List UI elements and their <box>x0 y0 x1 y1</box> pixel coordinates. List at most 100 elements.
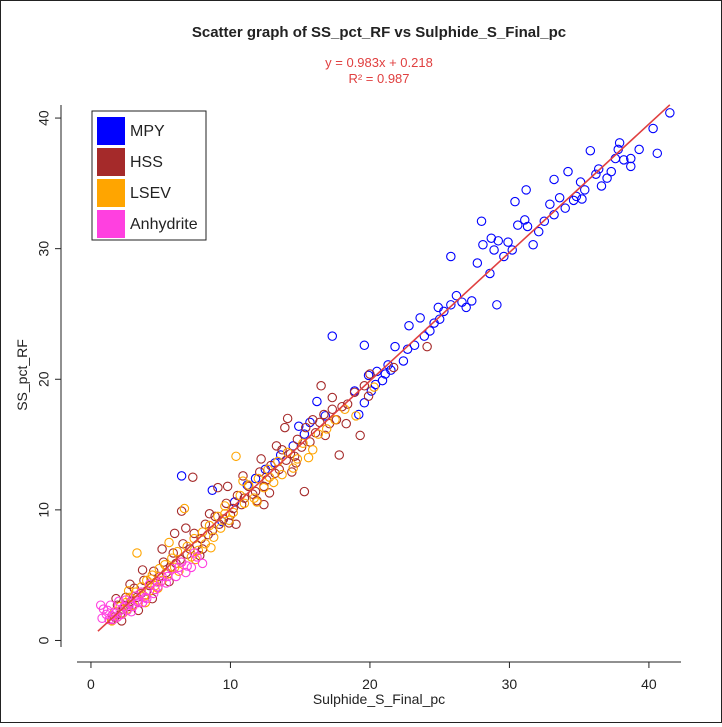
point-mpy <box>522 221 533 232</box>
point-mpy <box>614 138 625 148</box>
point-mpy <box>398 356 409 366</box>
point-mpy <box>634 144 644 155</box>
point-anhydrite <box>132 596 142 607</box>
point-lsev <box>215 523 226 533</box>
point-mpy <box>294 421 304 432</box>
point-hss <box>231 519 241 529</box>
axes <box>60 105 681 663</box>
point-lsev <box>288 463 298 473</box>
point-lsev <box>277 469 287 480</box>
point-mpy <box>486 233 497 243</box>
point-anhydrite <box>155 576 166 587</box>
point-mpy <box>665 108 675 118</box>
point-lsev <box>220 501 230 511</box>
regression-equation: y = 0.983x + 0.218 <box>325 55 433 70</box>
point-mpy <box>563 166 573 177</box>
point-lsev <box>123 586 134 596</box>
point-lsev <box>190 554 201 565</box>
point-hss <box>334 450 344 460</box>
point-hss <box>111 593 121 604</box>
point-mpy <box>472 258 483 268</box>
point-anhydrite <box>121 595 131 605</box>
point-hss <box>327 392 338 403</box>
point-mpy <box>513 220 523 230</box>
point-hss <box>363 391 374 401</box>
point-anhydrite <box>197 558 208 569</box>
point-mpy <box>275 450 286 460</box>
point-anhydrite <box>174 562 184 573</box>
point-anhydrite <box>186 562 197 573</box>
point-lsev <box>179 503 190 514</box>
point-hss <box>349 387 360 398</box>
point-hss <box>301 422 311 433</box>
point-mpy <box>493 236 504 246</box>
x-tick-label: 20 <box>362 676 378 692</box>
point-hss <box>256 454 266 464</box>
point-hss <box>365 369 375 379</box>
point-hss <box>422 341 432 352</box>
point-mpy <box>390 341 400 352</box>
point-anhydrite <box>144 579 155 590</box>
point-mpy <box>451 290 462 301</box>
point-anhydrite <box>167 563 177 574</box>
point-mpy <box>596 181 607 191</box>
point-lsev <box>164 537 174 548</box>
point-hss <box>213 482 223 493</box>
point-mpy <box>176 471 187 481</box>
point-hss <box>210 511 220 522</box>
point-mpy <box>312 396 322 407</box>
point-anhydrite <box>130 591 141 601</box>
point-mpy <box>499 251 509 262</box>
point-hss <box>228 503 238 514</box>
point-lsev <box>268 477 279 488</box>
point-hss <box>157 544 167 554</box>
point-lsev <box>206 542 216 553</box>
y-tick-label: 40 <box>36 110 52 126</box>
point-mpy <box>648 123 658 134</box>
point-mpy <box>446 251 456 262</box>
point-mpy <box>386 365 396 375</box>
chart-title: Scatter graph of SS_pct_RF vs Sulphide_S… <box>192 24 566 41</box>
point-lsev <box>172 546 183 557</box>
point-lsev <box>313 429 324 439</box>
point-mpy <box>415 313 425 323</box>
point-hss <box>168 548 178 558</box>
legend-swatch-lsev <box>97 179 125 207</box>
point-hss <box>232 490 243 501</box>
legend-label-anhydrite: Anhydrite <box>130 216 198 233</box>
point-hss <box>250 486 261 497</box>
point-hss <box>291 458 301 468</box>
x-tick-label: 10 <box>223 676 239 692</box>
point-mpy <box>585 145 596 156</box>
point-hss <box>320 430 331 441</box>
point-mpy <box>370 379 381 390</box>
point-anhydrite <box>148 588 159 599</box>
y-tick-label: 10 <box>36 502 52 518</box>
point-hss <box>337 401 347 412</box>
point-mpy <box>503 237 513 247</box>
legend-label-mpy: MPY <box>130 123 165 140</box>
point-mpy <box>419 331 430 341</box>
point-mpy <box>404 320 414 331</box>
point-anhydrite <box>162 571 173 582</box>
point-anhydrite <box>126 606 137 617</box>
point-hss <box>359 381 370 391</box>
y-ticks: 0 10 20 30 40 <box>36 110 61 644</box>
point-mpy <box>539 216 550 226</box>
point-mpy <box>492 300 502 310</box>
point-hss <box>282 413 293 424</box>
point-anhydrite <box>137 597 148 608</box>
point-anhydrite <box>153 582 163 592</box>
point-lsev <box>224 515 234 526</box>
point-hss <box>176 506 187 516</box>
legend-label-lsev: LSEV <box>130 185 171 202</box>
point-lsev <box>292 454 303 464</box>
point-lsev <box>321 424 332 434</box>
point-hss <box>169 528 180 539</box>
point-lsev <box>231 451 241 462</box>
point-mpy <box>626 153 636 164</box>
legend-swatch-anhydrite <box>97 210 125 238</box>
point-anhydrite <box>97 613 107 624</box>
point-hss <box>342 399 353 409</box>
